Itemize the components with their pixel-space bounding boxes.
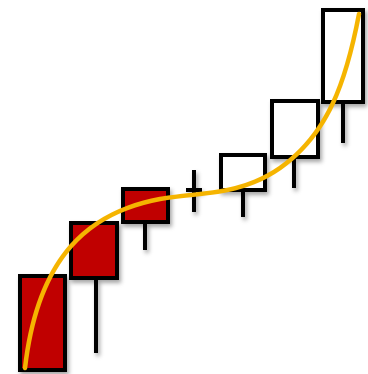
candle-body xyxy=(321,8,365,104)
trend-curve xyxy=(22,11,362,371)
candles xyxy=(18,8,365,372)
candle-body xyxy=(270,99,320,159)
candle-body xyxy=(69,221,119,280)
